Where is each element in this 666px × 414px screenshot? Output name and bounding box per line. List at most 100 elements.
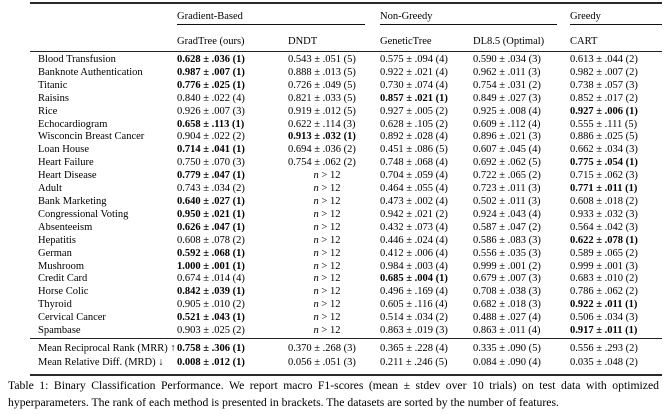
value-cell: 0.640 ± .027 (1) bbox=[177, 195, 245, 207]
value-cell: 0.608 ± .078 (2) bbox=[177, 234, 245, 246]
column-header-genetictree: GeneticTree bbox=[380, 25, 473, 52]
value-cell: 0.888 ± .013 (5) bbox=[288, 66, 356, 78]
method-header-row: GradTree (ours) DNDT GeneticTree DL8.5 (… bbox=[30, 25, 663, 52]
table-row: Mean Relative Diff. (MRD) ↓ 0.008 ± .012 … bbox=[30, 356, 662, 375]
value-cell: 0.922 ± .021 (4) bbox=[380, 66, 448, 78]
value-cell: 0.622 ± .114 (3) bbox=[288, 118, 356, 130]
value-cell: 0.999 ± .001 (3) bbox=[570, 260, 638, 272]
value-cell: 0.924 ± .043 (4) bbox=[473, 208, 541, 220]
value-cell: 0.035 ± .048 (2) bbox=[570, 356, 638, 368]
table-row: Adult 0.743 ± .034 (2) n > 12 0.464 ± .055 … bbox=[30, 183, 662, 196]
value-cell: 0.694 ± .036 (2) bbox=[288, 144, 356, 156]
column-group-non-greedy-label: Non-Greedy bbox=[380, 11, 558, 25]
value-cell: 0.917 ± .011 (1) bbox=[570, 325, 638, 337]
table-row: Hepatitis 0.608 ± .078 (2) n > 12 0.446 ± .… bbox=[30, 235, 662, 248]
value-cell: 0.590 ± .034 (3) bbox=[473, 54, 541, 65]
value-cell: 0.704 ± .059 (4) bbox=[380, 170, 448, 182]
value-cell: 0.927 ± .005 (2) bbox=[380, 105, 448, 117]
dataset-name: Wisconcin Breast Cancer bbox=[38, 131, 145, 143]
value-cell: 0.748 ± .068 (4) bbox=[380, 157, 448, 169]
value-cell: 0.821 ± .033 (5) bbox=[288, 92, 356, 104]
table-row: Mean Reciprocal Rank (MRR) ↑ 0.758 ± .306… bbox=[30, 338, 662, 356]
value-cell: 0.738 ± .057 (3) bbox=[570, 79, 638, 91]
dataset-name: Mushroom bbox=[38, 260, 85, 272]
value-cell: 0.775 ± .054 (1) bbox=[570, 157, 638, 169]
table-row: Rice 0.926 ± .007 (3) 0.919 ± .012 (5) 0.92… bbox=[30, 106, 662, 119]
table-row: Wisconcin Breast Cancer 0.904 ± .022 (2) 0… bbox=[30, 131, 662, 144]
table-row: German 0.592 ± .068 (1) n > 12 0.412 ± .006… bbox=[30, 248, 662, 261]
value-cell: 0.683 ± .010 (2) bbox=[570, 273, 638, 285]
dataset-name: Thyroid bbox=[38, 299, 72, 311]
table-row: Raisins 0.840 ± .022 (4) 0.821 ± .033 (5) 0… bbox=[30, 93, 662, 106]
column-group-gradient-based: Gradient-Based bbox=[177, 3, 380, 25]
column-group-greedy: Greedy bbox=[570, 3, 663, 25]
table-row: Mushroom 1.000 ± .001 (1) n > 12 0.984 ± .0… bbox=[30, 261, 662, 274]
value-cell: 0.628 ± .036 (1) bbox=[177, 54, 245, 65]
value-cell: 0.942 ± .021 (2) bbox=[380, 208, 448, 220]
value-cell: 0.779 ± .047 (1) bbox=[177, 170, 245, 182]
value-cell: 0.543 ± .051 (5) bbox=[288, 54, 356, 65]
value-cell: 0.622 ± .078 (1) bbox=[570, 234, 638, 246]
table-row: Titanic 0.776 ± .025 (1) 0.726 ± .049 (5) 0… bbox=[30, 80, 662, 93]
value-cell: 0.904 ± .022 (2) bbox=[177, 131, 245, 143]
corner-cell-2 bbox=[30, 25, 177, 52]
table-row: Blood Transfusion 0.628 ± .036 (1) 0.543 ±… bbox=[30, 52, 662, 67]
value-cell: 0.933 ± .032 (3) bbox=[570, 208, 638, 220]
value-cell: 0.903 ± .025 (2) bbox=[177, 325, 245, 337]
value-cell: 0.674 ± .014 (4) bbox=[177, 273, 245, 285]
value-cell: 0.662 ± .034 (3) bbox=[570, 144, 638, 156]
dataset-name: Echocardiogram bbox=[38, 118, 108, 130]
value-cell: 0.586 ± .083 (3) bbox=[473, 234, 541, 246]
value-cell: 0.609 ± .112 (4) bbox=[473, 118, 541, 130]
table-row: Banknote Authentication 0.987 ± .007 (1) 0… bbox=[30, 67, 662, 80]
value-cell: 0.365 ± .228 (4) bbox=[380, 342, 448, 354]
dataset-name: Loan House bbox=[38, 144, 90, 156]
summary-label: Mean Reciprocal Rank (MRR) ↑ bbox=[38, 342, 176, 354]
value-cell: 0.913 ± .032 (1) bbox=[288, 131, 356, 143]
table-row: Heart Failure 0.750 ± .070 (3) 0.754 ± .06… bbox=[30, 157, 662, 170]
value-cell: 0.886 ± .025 (5) bbox=[570, 131, 638, 143]
value-cell: 0.726 ± .049 (5) bbox=[288, 79, 356, 91]
value-cell: 0.370 ± .268 (3) bbox=[288, 342, 356, 354]
results-table-body: Blood Transfusion 0.628 ± .036 (1) 0.543 ±… bbox=[30, 52, 662, 339]
value-cell: n > 12 bbox=[313, 208, 341, 220]
value-cell: n > 12 bbox=[313, 260, 341, 272]
dataset-name: Spambase bbox=[38, 325, 81, 337]
table-row: Loan House 0.714 ± .041 (1) 0.694 ± .036 (… bbox=[30, 144, 662, 157]
value-cell: 0.919 ± .012 (5) bbox=[288, 105, 356, 117]
value-cell: 0.521 ± .043 (1) bbox=[177, 312, 245, 324]
value-cell: 0.776 ± .025 (1) bbox=[177, 79, 245, 91]
table-row: Horse Colic 0.842 ± .039 (1) n > 12 0.496 ±… bbox=[30, 286, 662, 299]
dataset-name: Adult bbox=[38, 183, 62, 195]
value-cell: 0.905 ± .010 (2) bbox=[177, 299, 245, 311]
value-cell: 0.608 ± .018 (2) bbox=[570, 195, 638, 207]
table-row: Thyroid 0.905 ± .010 (2) n > 12 0.605 ± .11… bbox=[30, 299, 662, 312]
value-cell: 0.008 ± .012 (1) bbox=[177, 356, 245, 368]
value-cell: 0.464 ± .055 (4) bbox=[380, 183, 448, 195]
value-cell: 0.892 ± .028 (4) bbox=[380, 131, 448, 143]
dataset-name: Heart Disease bbox=[38, 170, 97, 182]
value-cell: 0.723 ± .011 (3) bbox=[473, 183, 541, 195]
value-cell: n > 12 bbox=[313, 325, 341, 337]
value-cell: 0.556 ± .035 (3) bbox=[473, 247, 541, 259]
value-cell: 0.628 ± .105 (2) bbox=[380, 118, 448, 130]
value-cell: 0.842 ± .039 (1) bbox=[177, 286, 245, 298]
value-cell: 0.607 ± .045 (4) bbox=[473, 144, 541, 156]
value-cell: 0.506 ± .034 (3) bbox=[570, 312, 638, 324]
value-cell: n > 12 bbox=[313, 183, 341, 195]
value-cell: 0.587 ± .047 (2) bbox=[473, 221, 541, 233]
corner-cell bbox=[30, 3, 177, 25]
value-cell: 0.750 ± .070 (3) bbox=[177, 157, 245, 169]
value-cell: 0.743 ± .034 (2) bbox=[177, 183, 245, 195]
column-header-dl85: DL8.5 (Optimal) bbox=[473, 25, 571, 52]
value-cell: 1.000 ± .001 (1) bbox=[177, 260, 245, 272]
value-cell: 0.564 ± .042 (3) bbox=[570, 221, 638, 233]
value-cell: 0.056 ± .051 (3) bbox=[288, 356, 356, 368]
value-cell: 0.589 ± .065 (2) bbox=[570, 247, 638, 259]
value-cell: 0.335 ± .090 (5) bbox=[473, 342, 541, 354]
value-cell: 0.412 ± .006 (4) bbox=[380, 247, 448, 259]
value-cell: 0.863 ± .011 (4) bbox=[473, 325, 541, 337]
dataset-name: German bbox=[38, 247, 72, 259]
value-cell: 0.502 ± .011 (3) bbox=[473, 195, 541, 207]
